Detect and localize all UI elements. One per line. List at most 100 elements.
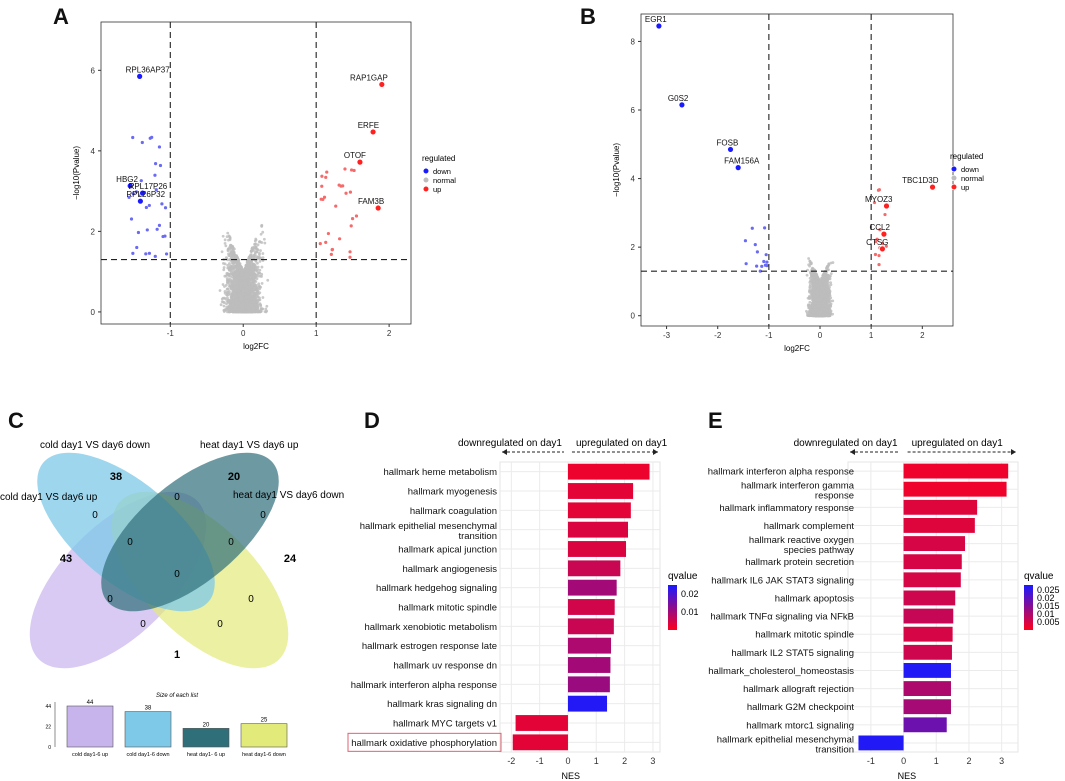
normal-point (245, 270, 249, 273)
normal-point (222, 304, 226, 308)
normal-point (245, 265, 249, 269)
down-point (131, 192, 135, 196)
normal-point (252, 309, 256, 313)
normal-point (241, 287, 245, 291)
normal-point (255, 273, 258, 277)
volcano-plot-b: -3 -2 -1 0 1 202468log2FC−log10(Pvalue)EGR1G0… (612, 13, 984, 353)
labeled-point (136, 72, 144, 80)
normal-point (257, 282, 261, 286)
normal-point (253, 303, 257, 306)
normal-point (228, 274, 232, 278)
labeled-point (126, 182, 134, 190)
normal-point (231, 281, 235, 285)
normal-point (223, 241, 227, 245)
normal-point (808, 276, 812, 280)
normal-point (260, 265, 264, 269)
normal-point (226, 266, 230, 270)
normal-point (245, 295, 249, 299)
x-tick-label: -2 (714, 331, 722, 340)
normal-point (826, 265, 830, 269)
y-tick-label: 4 (631, 175, 636, 184)
normal-point (226, 263, 230, 267)
normal-point (826, 268, 830, 272)
normal-point (226, 231, 230, 235)
up-point (348, 250, 352, 254)
normal-point (240, 269, 244, 272)
normal-point (259, 310, 263, 313)
down-point (163, 206, 168, 210)
legend-entry: normal (433, 176, 456, 185)
down-point (129, 217, 134, 221)
normal-point (242, 307, 245, 311)
normal-point (247, 305, 250, 308)
down-point (158, 163, 163, 168)
normal-point (829, 274, 832, 278)
normal-point (229, 243, 233, 247)
point-label: RPL17P26 (129, 182, 168, 191)
x-tick-label: -1 (765, 331, 773, 340)
normal-point (260, 281, 264, 285)
down-point (153, 173, 157, 177)
normal-point (224, 244, 228, 248)
up-point (329, 252, 333, 256)
normal-point (239, 265, 243, 269)
panel-label-b: B (580, 4, 596, 29)
y-tick-label: 2 (631, 243, 636, 252)
normal-point (237, 261, 241, 265)
down-point (150, 135, 154, 139)
up-point (330, 248, 334, 252)
normal-point (223, 262, 227, 266)
normal-point (249, 303, 253, 306)
normal-point (237, 258, 241, 262)
normal-point (241, 281, 245, 285)
labeled-point (378, 81, 386, 88)
normal-point (222, 266, 226, 269)
normal-point (224, 256, 228, 260)
normal-point (257, 271, 261, 275)
down-point (140, 140, 144, 145)
normal-point (829, 272, 833, 276)
down-point (135, 245, 139, 250)
normal-point (231, 303, 234, 307)
normal-point (807, 263, 811, 267)
normal-point (231, 260, 235, 264)
down-point (136, 230, 141, 235)
normal-point (256, 243, 260, 247)
up-point (325, 170, 329, 174)
point-label: FAM3B (358, 197, 384, 206)
plot-frame (100, 21, 412, 325)
labeled-point (369, 128, 377, 136)
legend-marker (422, 185, 430, 193)
normal-point (253, 286, 257, 290)
panel-label-d: D (364, 408, 380, 433)
normal-point (238, 307, 241, 310)
normal-point (243, 293, 247, 296)
up-point (349, 224, 353, 228)
normal-point (256, 287, 260, 291)
normal-point (226, 272, 230, 275)
normal-point (256, 265, 260, 269)
normal-point (234, 302, 238, 306)
y-tick-label: 8 (631, 37, 636, 46)
normal-point (241, 272, 245, 276)
normal-point (223, 308, 226, 312)
normal-point (237, 310, 240, 314)
normal-point (226, 287, 229, 291)
normal-point (235, 260, 238, 264)
normal-points (805, 257, 835, 318)
y-tick-label: 6 (91, 66, 96, 75)
down-point (153, 162, 158, 166)
point-label: RPL26P32 (126, 190, 165, 199)
point-label: RPL36AP37 (126, 65, 171, 74)
up-point (324, 240, 328, 244)
legend-entry: up (433, 185, 441, 194)
normal-point (227, 262, 231, 265)
normal-point (222, 268, 226, 272)
normal-point (247, 275, 250, 279)
normal-point (225, 235, 229, 239)
normal-point (227, 307, 231, 311)
down-point (134, 190, 139, 194)
normal-point (259, 232, 263, 236)
normal-point (260, 241, 264, 244)
normal-point (254, 238, 258, 242)
